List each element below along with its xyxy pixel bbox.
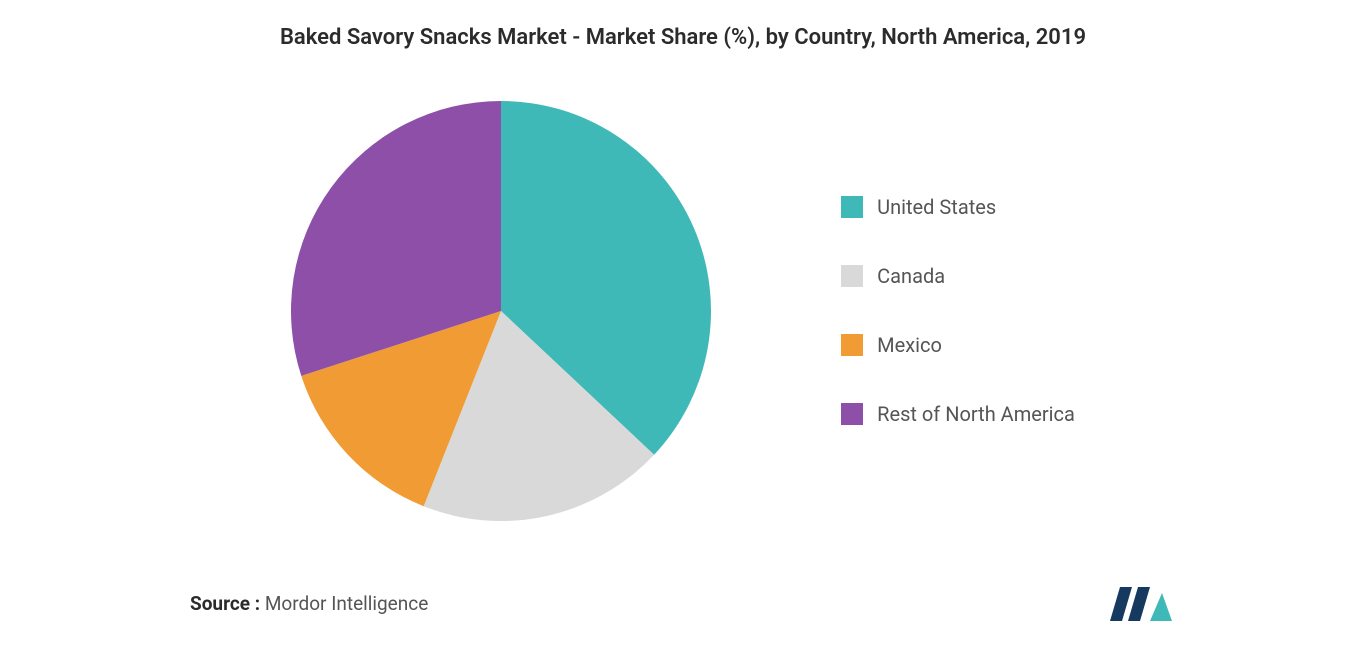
- brand-logo: [1106, 581, 1176, 625]
- legend-label: Rest of North America: [877, 402, 1075, 426]
- pie-chart: [291, 101, 711, 521]
- source-prefix: Source :: [190, 592, 260, 615]
- legend-swatch: [841, 334, 863, 356]
- chart-container: Baked Savory Snacks Market - Market Shar…: [0, 0, 1366, 655]
- legend-item: United States: [841, 195, 1075, 219]
- brand-logo-svg: [1106, 581, 1176, 625]
- legend-item: Rest of North America: [841, 402, 1075, 426]
- legend-label: United States: [877, 195, 996, 219]
- legend-swatch: [841, 196, 863, 218]
- legend-label: Canada: [877, 264, 945, 288]
- footer: Source : Mordor Intelligence: [40, 571, 1326, 635]
- legend-swatch: [841, 265, 863, 287]
- legend-swatch: [841, 403, 863, 425]
- source-attribution: Source : Mordor Intelligence: [190, 592, 428, 615]
- legend: United States Canada Mexico Rest of North A…: [841, 195, 1075, 426]
- source-text: Mordor Intelligence: [265, 592, 428, 615]
- chart-body: United States Canada Mexico Rest of North A…: [40, 60, 1326, 561]
- pie-svg: [291, 101, 711, 521]
- legend-item: Canada: [841, 264, 1075, 288]
- chart-title: Baked Savory Snacks Market - Market Shar…: [40, 25, 1326, 50]
- legend-item: Mexico: [841, 333, 1075, 357]
- legend-label: Mexico: [877, 333, 942, 357]
